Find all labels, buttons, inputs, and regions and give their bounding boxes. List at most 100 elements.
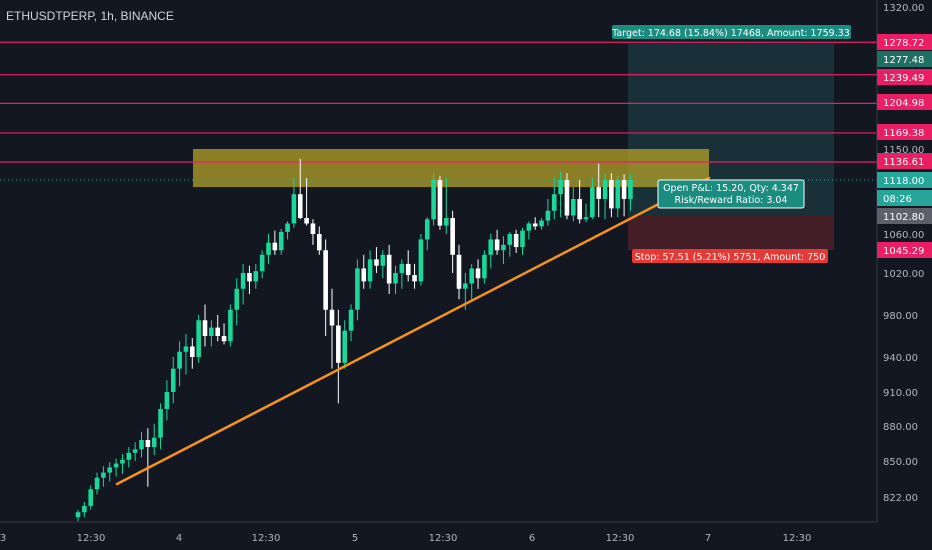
candle-body (551, 194, 557, 211)
candle-body (107, 467, 113, 473)
candle-body (393, 273, 398, 284)
candle-body (444, 218, 449, 226)
candle-body (539, 220, 544, 227)
candle-body (507, 234, 513, 245)
candle-body (323, 250, 328, 310)
price-label: 1118.00 (883, 176, 924, 187)
x-tick-label: 5 (352, 533, 358, 544)
candle-body (317, 234, 322, 251)
candle-body (113, 463, 119, 468)
price-label-bg (877, 208, 932, 224)
price-label-bg (877, 51, 932, 67)
candle-body (342, 330, 347, 363)
candle-body (221, 336, 227, 342)
candle-body (367, 259, 373, 282)
candle-body (151, 437, 157, 447)
candle-body (456, 254, 462, 289)
candle-body (577, 198, 582, 220)
price-label: 1102.80 (883, 212, 924, 223)
price-label-bg (877, 190, 932, 206)
y-tick-label: 1320.00 (883, 3, 924, 14)
candle-body (94, 477, 100, 490)
pnl-label: Open P&L: 15.20, Qty: 4.347 (663, 183, 799, 194)
candle-body (545, 210, 551, 221)
candle-body (234, 288, 240, 310)
candle-body (355, 268, 360, 310)
candle-body (272, 242, 278, 251)
x-tick-label: 6 (529, 533, 535, 544)
candle-body (139, 440, 144, 450)
candle-body (469, 268, 474, 284)
price-label-bg (877, 94, 932, 110)
price-label: 08:26 (883, 194, 912, 205)
price-label: 1278.72 (883, 38, 924, 49)
candle-body (164, 392, 170, 409)
candle-body (348, 309, 354, 331)
candle-body (558, 180, 563, 195)
stop-zone (628, 216, 834, 250)
candle-body (336, 325, 341, 363)
candle-body (590, 187, 595, 218)
price-label-bg (877, 242, 932, 258)
candle-body (488, 239, 494, 255)
ascending-trendline (115, 176, 711, 486)
candle-body (120, 459, 125, 464)
x-tick-label: 4 (176, 533, 182, 544)
candle-body (240, 273, 246, 289)
candle-body (399, 263, 405, 273)
candle-body (202, 320, 208, 336)
candle-body (361, 268, 367, 282)
candle-body (513, 234, 519, 248)
candle-body (532, 223, 538, 227)
candle-body (132, 449, 138, 453)
candle-body (374, 259, 379, 266)
candle-body (190, 346, 195, 357)
candle-body (215, 327, 220, 336)
y-tick-label: 910.00 (883, 388, 918, 399)
candle-body (615, 180, 621, 209)
candle-body (75, 512, 81, 518)
candle-body (431, 180, 436, 220)
candle-body (259, 254, 265, 272)
price-label-bg (877, 153, 932, 169)
candle-body (310, 223, 316, 234)
candle-body (158, 409, 163, 438)
candle-body (228, 309, 233, 342)
candle-body (418, 239, 424, 282)
y-tick-label: 1150.00 (883, 145, 924, 156)
candle-body (266, 242, 271, 255)
candle-body (405, 263, 411, 276)
price-label: 1277.48 (883, 55, 924, 66)
target-label: Target: 174.68 (15.84%) 17468, Amount: 1… (611, 28, 850, 39)
x-tick-label: 12:30 (783, 533, 812, 544)
y-tick-label: 980.00 (883, 311, 918, 322)
candle-body (177, 351, 182, 369)
rr-label: Risk/Reward Ratio: 3.04 (674, 195, 787, 206)
x-tick-label: 3 (0, 533, 6, 544)
candle-body (380, 254, 386, 266)
y-tick-label: 940.00 (883, 353, 918, 364)
candle-body (386, 254, 392, 284)
candle-body (609, 180, 614, 209)
y-tick-label: 850.00 (883, 457, 918, 468)
candle-body (196, 320, 201, 357)
candle-body (520, 230, 525, 248)
candle-body (628, 180, 633, 199)
candle-body (285, 223, 290, 232)
candle-body (475, 268, 481, 279)
y-tick-label: 822.00 (883, 493, 918, 504)
price-label-bg (877, 34, 932, 50)
candle-body (278, 231, 284, 251)
candle-body (602, 180, 608, 199)
candle-body (621, 180, 627, 199)
x-tick-label: 12:30 (77, 533, 106, 544)
price-label: 1045.29 (883, 246, 924, 257)
x-tick-label: 12:30 (429, 533, 458, 544)
candle-body (101, 472, 106, 478)
x-tick-label: 12:30 (606, 533, 635, 544)
candle-body (450, 218, 455, 255)
symbol-title: ETHUSDTPERP, 1h, BINANCE (6, 9, 174, 23)
stop-label: Stop: 57.51 (5.21%) 5751, Amount: 750 (635, 252, 826, 263)
price-label-bg (877, 69, 932, 85)
